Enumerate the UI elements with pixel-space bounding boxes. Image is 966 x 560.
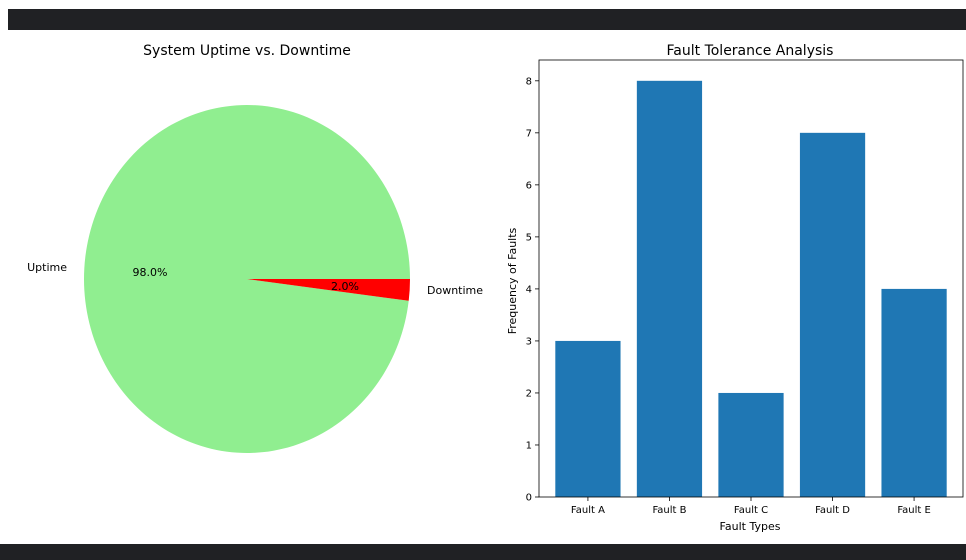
y-tick-label: 8: [526, 76, 532, 87]
pie-chart: System Uptime vs. Downtime Uptime Downti…: [27, 43, 483, 453]
bar-fault-a: [555, 340, 621, 497]
y-tick-label: 6: [526, 180, 532, 191]
x-tick-label: Fault A: [571, 505, 605, 516]
bar-title: Fault Tolerance Analysis: [667, 43, 834, 59]
y-ticks: 0 1 2 3 4 5 6 7 8: [526, 76, 539, 504]
y-tick-label: 1: [526, 440, 532, 451]
bar-fault-b: [636, 80, 703, 498]
x-tick-label: Fault D: [815, 505, 850, 516]
pie-pct-uptime: 98.0%: [133, 266, 168, 279]
pie-title: System Uptime vs. Downtime: [143, 43, 351, 59]
y-tick-label: 2: [526, 388, 532, 399]
x-axis-label: Fault Types: [720, 520, 781, 533]
y-tick-label: 4: [526, 284, 532, 295]
top-frame-bar: [8, 9, 966, 30]
bars: [555, 80, 947, 498]
pie-slices: [84, 104, 411, 453]
x-tick-label: Fault E: [897, 505, 931, 516]
x-tick-label: Fault B: [652, 505, 686, 516]
pie-pct-downtime: 2.0%: [331, 280, 359, 293]
y-tick-label: 5: [526, 232, 532, 243]
pie-slice-uptime: [84, 104, 411, 453]
bar-fault-e: [881, 288, 947, 497]
x-ticks: Fault A Fault B Fault C Fault D Fault E: [571, 497, 931, 516]
pie-slice-downtime: [247, 279, 410, 301]
y-tick-label: 0: [526, 493, 532, 504]
pie-label-downtime: Downtime: [427, 284, 483, 297]
bottom-frame-bar: [0, 544, 966, 560]
pie-label-uptime: Uptime: [27, 261, 67, 274]
bar-chart: Fault Tolerance Analysis 0 1 2 3 4 5 6 7 8 Fault…: [506, 43, 964, 533]
y-tick-label: 7: [526, 128, 532, 139]
y-axis-label: Frequency of Faults: [506, 227, 519, 334]
x-tick-label: Fault C: [734, 505, 768, 516]
y-tick-label: 3: [526, 336, 532, 347]
bar-fault-d: [799, 132, 866, 498]
bar-fault-c: [718, 392, 784, 497]
